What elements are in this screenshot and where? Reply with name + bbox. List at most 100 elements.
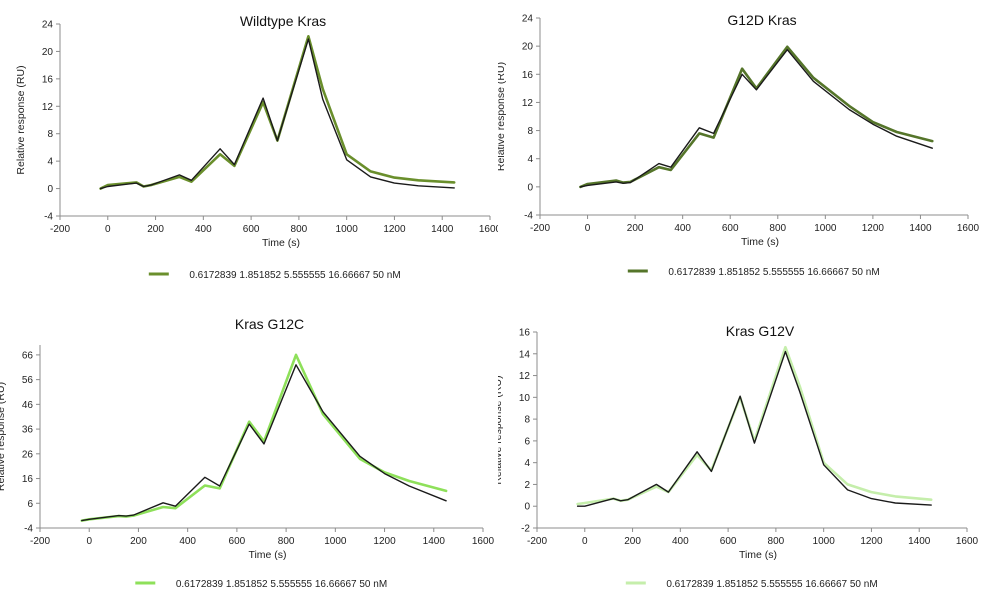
x-tick-label: 1400 <box>908 536 931 547</box>
data-curve <box>576 345 933 506</box>
x-tick-label: -200 <box>530 223 550 234</box>
y-tick-label: 16 <box>522 70 534 81</box>
y-tick-label: 6 <box>27 499 33 510</box>
x-tick-label: 400 <box>672 536 689 547</box>
chart-title: Kras G12C <box>235 316 304 332</box>
y-tick-label: 6 <box>524 436 530 447</box>
y-tick-label: 12 <box>519 371 531 382</box>
x-tick-label: 200 <box>147 224 164 235</box>
y-tick-label: 12 <box>522 98 534 109</box>
x-tick-label: 800 <box>278 536 295 547</box>
y-tick-label: 10 <box>519 393 531 404</box>
x-axis-label: Time (s) <box>739 549 777 561</box>
x-tick-label: 800 <box>768 536 785 547</box>
x-axis-label: Time (s) <box>248 549 286 561</box>
x-tick-label: 1400 <box>431 224 454 235</box>
x-tick-label: 1600 <box>956 536 979 547</box>
data-curve <box>99 35 456 190</box>
y-tick-label: 16 <box>42 74 54 85</box>
y-tick-label: 4 <box>524 458 530 469</box>
legend-text: 0.6172839 1.851852 5.555555 16.66667 50 … <box>668 267 879 278</box>
x-tick-label: 600 <box>722 223 739 234</box>
data-curve <box>80 353 448 522</box>
chart-wildtype: -200 0 200 400 600 800 1000 1200 1400 1600 -4 0 4 8 12… <box>15 13 502 281</box>
x-tick-label: 0 <box>105 224 111 235</box>
y-tick-label: 0 <box>47 184 53 195</box>
x-tick-label: 200 <box>627 223 644 234</box>
y-tick-label: 8 <box>524 415 530 426</box>
chart-panel-g12c: -200 0 200 400 600 800 1000 1200 1400 1600 -4 6 16 26… <box>0 298 498 600</box>
y-tick-label: 8 <box>527 126 533 137</box>
x-tick-label: 200 <box>624 536 641 547</box>
chart-panel-wildtype: -200 0 200 400 600 800 1000 1200 1400 1600 -4 0 4 8 12… <box>0 0 502 303</box>
legend-text: 0.6172839 1.851852 5.555555 16.66667 50 … <box>176 579 387 590</box>
x-tick-label: 600 <box>720 536 737 547</box>
y-axis-label: Relative response (RU) <box>0 382 7 491</box>
y-tick-label: 4 <box>527 154 533 165</box>
y-tick-label: 12 <box>42 102 54 113</box>
x-tick-label: 1400 <box>909 223 932 234</box>
y-tick-label: 4 <box>47 157 53 168</box>
x-tick-label: -200 <box>527 536 547 547</box>
y-axis-label: Relative response (RU) <box>498 62 507 171</box>
y-axis-label: Relative response (RU) <box>15 65 27 174</box>
y-tick-label: 24 <box>522 14 534 25</box>
x-axis-label: Time (s) <box>741 236 779 248</box>
chart-g12v: -200 0 200 400 600 800 1000 1200 1400 1600 -2 0 2 4 6 8… <box>492 323 979 590</box>
chart-title: G12D Kras <box>727 12 796 28</box>
y-tick-label: 24 <box>42 20 54 31</box>
x-tick-label: 1200 <box>860 536 883 547</box>
chart-panel-g12v: -200 0 200 400 600 800 1000 1200 1400 1600 -2 0 2 4 6 8… <box>492 298 997 600</box>
y-tick-label: 26 <box>22 449 34 460</box>
x-tick-label: 0 <box>86 536 92 547</box>
x-tick-label: 1400 <box>423 536 446 547</box>
y-tick-label: 8 <box>47 129 53 140</box>
x-tick-label: 0 <box>585 223 591 234</box>
y-tick-label: 66 <box>22 350 34 361</box>
y-tick-label: 36 <box>22 425 34 436</box>
fit-curve <box>579 49 933 188</box>
y-tick-label: -4 <box>24 524 33 535</box>
x-tick-label: 1200 <box>383 224 406 235</box>
x-tick-label: 0 <box>582 536 588 547</box>
y-tick-label: 0 <box>524 502 530 513</box>
y-tick-label: 56 <box>22 375 34 386</box>
y-tick-label: 16 <box>22 474 34 485</box>
y-tick-label: 14 <box>519 349 531 360</box>
x-tick-label: 1200 <box>373 536 396 547</box>
x-tick-label: 1000 <box>813 536 836 547</box>
x-tick-label: 600 <box>229 536 246 547</box>
legend-text: 0.6172839 1.851852 5.555555 16.66667 50 … <box>189 270 400 281</box>
x-tick-label: -200 <box>30 536 50 547</box>
x-tick-label: 1600 <box>472 536 495 547</box>
x-tick-label: 400 <box>195 224 212 235</box>
fit-curve <box>81 364 447 522</box>
x-tick-label: 1600 <box>479 224 498 235</box>
y-tick-label: -2 <box>521 524 530 535</box>
fit-curve <box>99 38 455 190</box>
y-tick-label: 16 <box>519 328 531 339</box>
chart-g12c: -200 0 200 400 600 800 1000 1200 1400 1600 -4 6 16 26… <box>0 316 495 590</box>
data-curve <box>579 45 934 189</box>
y-tick-label: 0 <box>527 182 533 193</box>
x-tick-label: 800 <box>769 223 786 234</box>
x-tick-label: 200 <box>130 536 147 547</box>
x-tick-label: 1600 <box>957 223 980 234</box>
chart-title: Wildtype Kras <box>240 13 326 29</box>
fit-curve <box>576 350 932 507</box>
x-tick-label: 1000 <box>324 536 347 547</box>
chart-title: Kras G12V <box>726 323 795 339</box>
chart-panel-g12d: -200 0 200 400 600 800 1000 1200 1400 1600 -4 0 4 8 12… <box>495 0 997 303</box>
x-tick-label: 400 <box>179 536 196 547</box>
y-tick-label: -4 <box>44 212 53 223</box>
x-tick-label: 1200 <box>862 223 885 234</box>
x-tick-label: 1000 <box>336 224 359 235</box>
legend-text: 0.6172839 1.851852 5.555555 16.66667 50 … <box>666 579 877 590</box>
chart-g12d: -200 0 200 400 600 800 1000 1200 1400 1600 -4 0 4 8 12… <box>495 12 980 278</box>
x-tick-label: 800 <box>291 224 308 235</box>
x-tick-label: 400 <box>674 223 691 234</box>
x-tick-label: 600 <box>243 224 260 235</box>
y-tick-label: 46 <box>22 400 34 411</box>
y-tick-label: 20 <box>42 47 54 58</box>
x-tick-label: 1000 <box>814 223 837 234</box>
